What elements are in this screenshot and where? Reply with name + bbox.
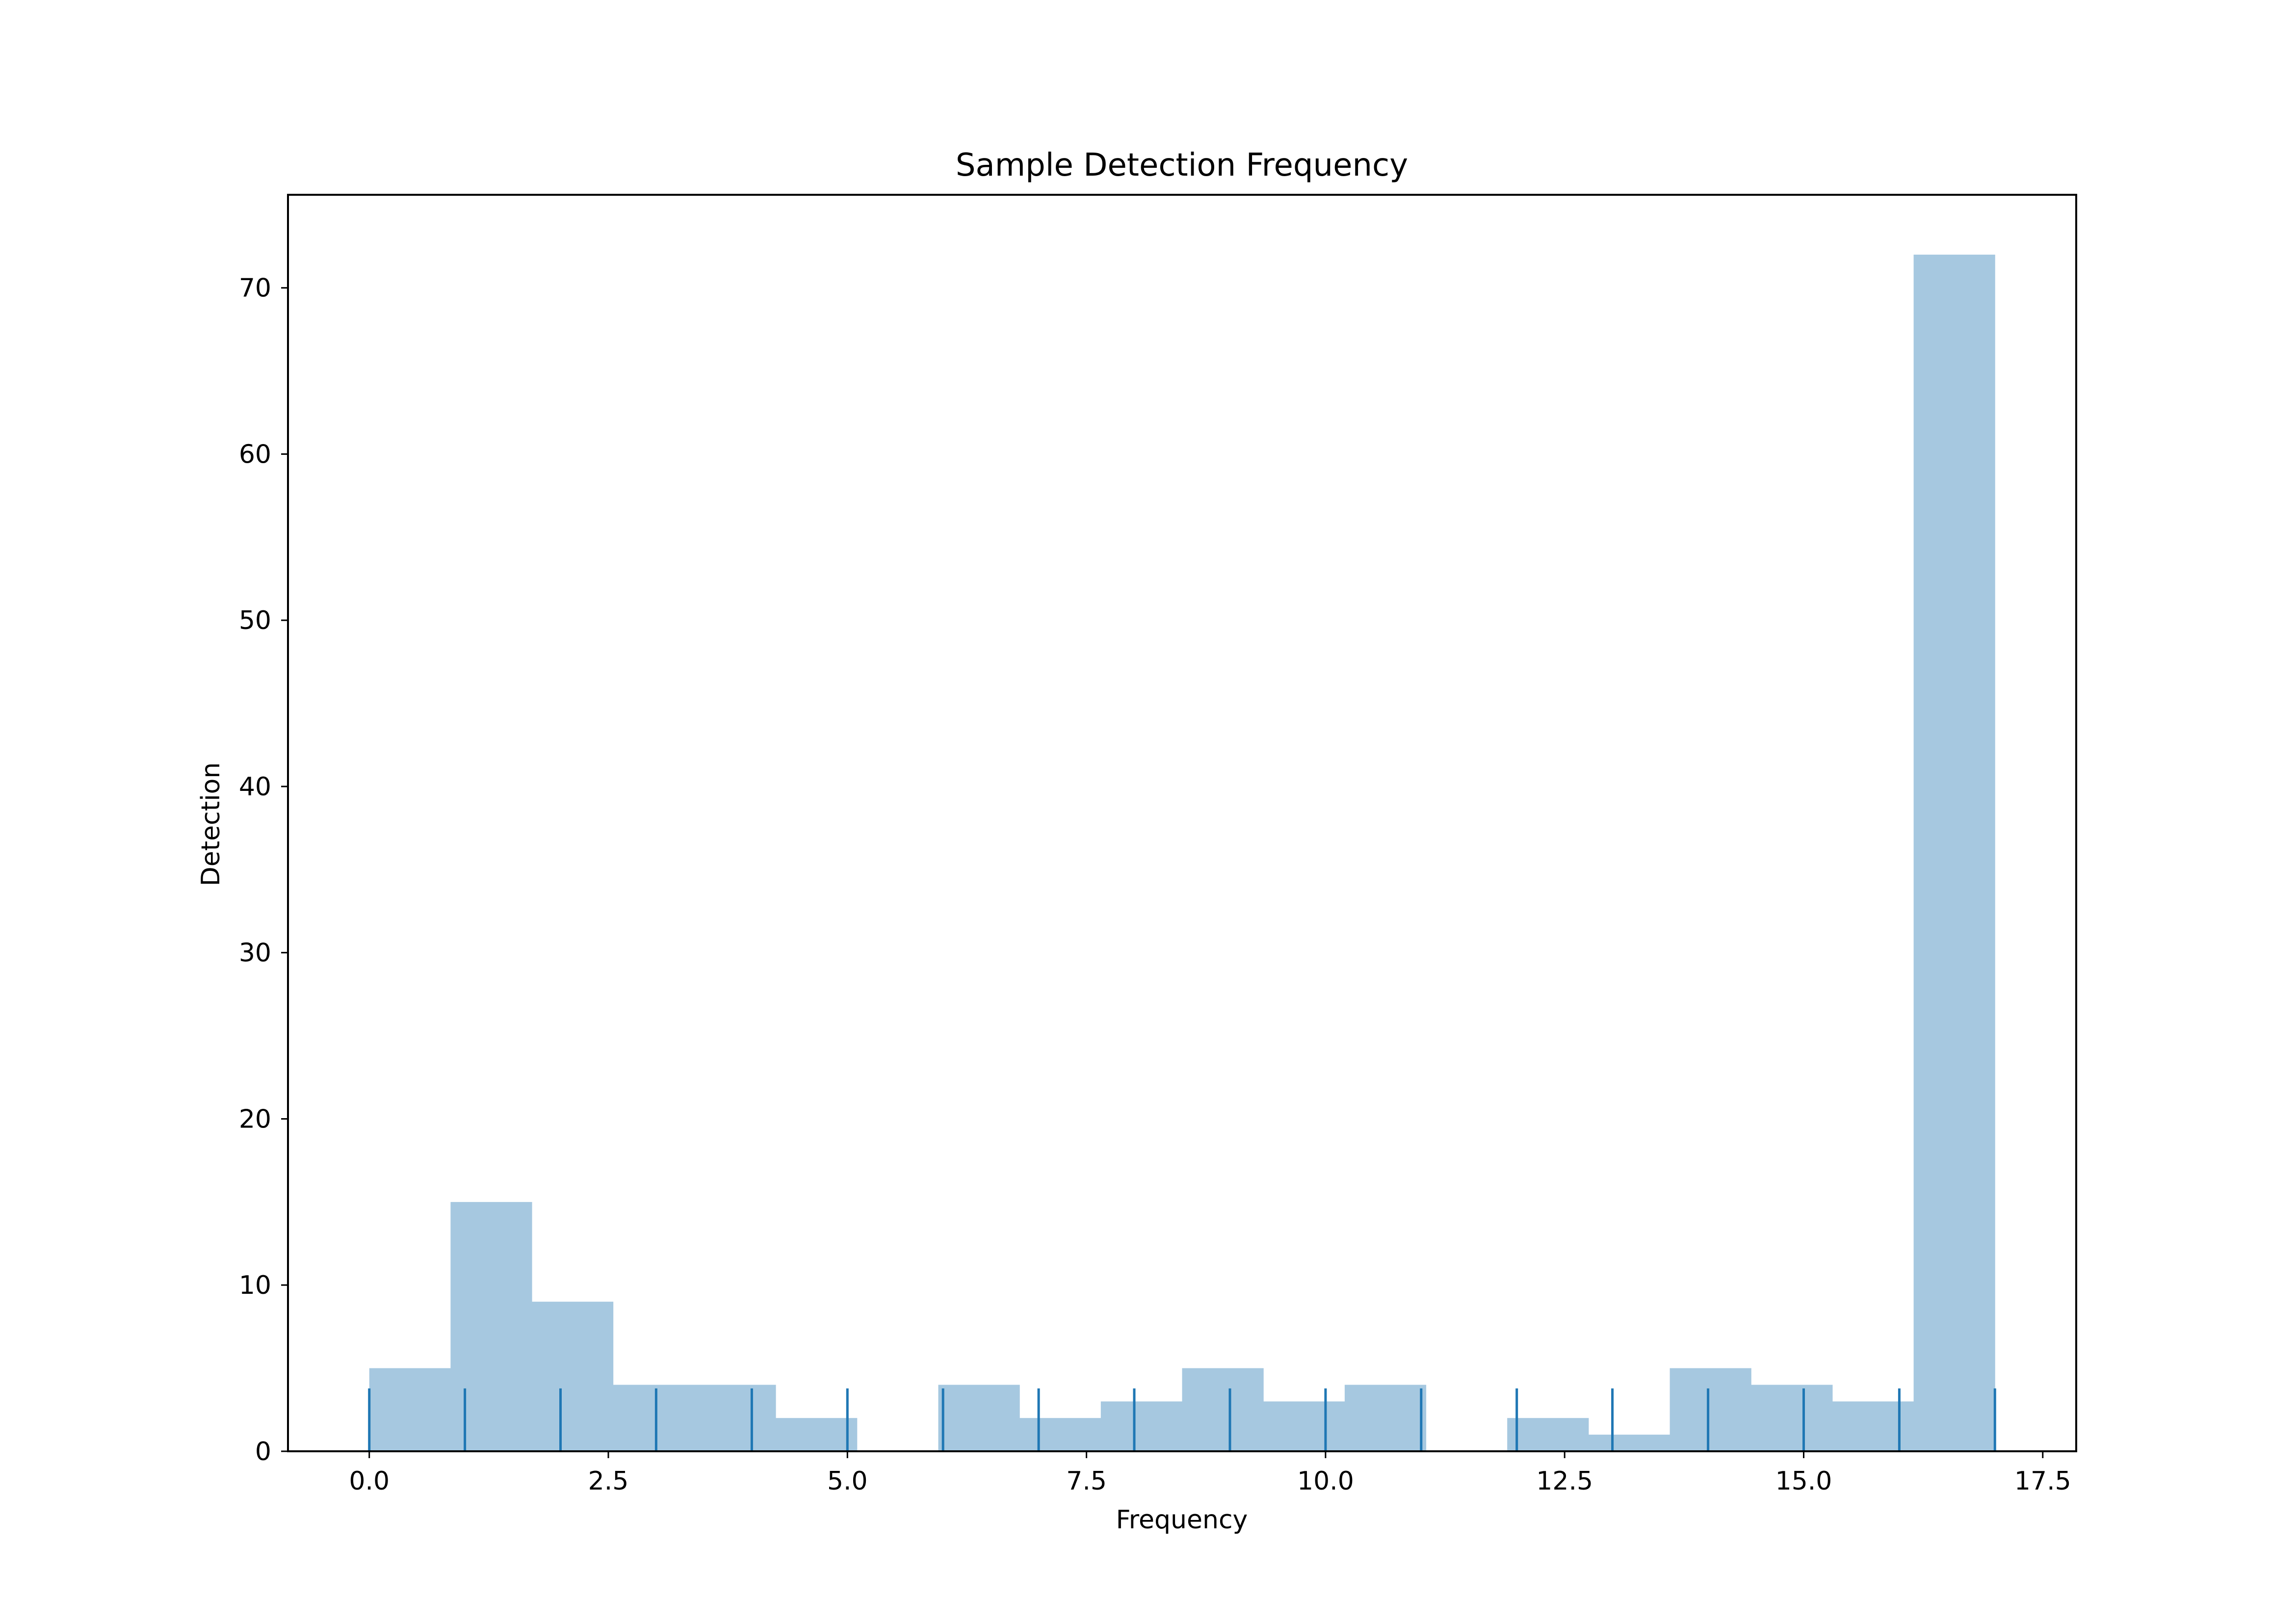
y-tick-label: 70	[239, 274, 271, 303]
histogram-bar	[1913, 255, 1995, 1451]
y-axis-ticks: 0 10 20 30 40 50 60 70	[239, 274, 288, 1466]
histogram-bar	[776, 1418, 858, 1451]
histogram-bar	[1344, 1385, 1427, 1451]
histogram-bar	[450, 1202, 532, 1451]
x-axis-label: Frequency	[1116, 1505, 1248, 1535]
histogram-bars	[369, 255, 1995, 1451]
y-tick-label: 10	[239, 1271, 271, 1300]
x-tick-label: 5.0	[827, 1466, 868, 1496]
x-tick-label: 10.0	[1297, 1466, 1354, 1496]
x-tick-label: 2.5	[588, 1466, 629, 1496]
histogram-bar	[1751, 1385, 1833, 1451]
chart-title: Sample Detection Frequency	[956, 147, 1408, 183]
x-axis-ticks: 0.0 2.5 5.0 7.5 10.0 12.5 15.0 17.5	[349, 1451, 2071, 1496]
x-tick-label: 7.5	[1066, 1466, 1107, 1496]
histogram-bar	[532, 1302, 614, 1451]
x-tick-label: 17.5	[2014, 1466, 2071, 1496]
histogram-bar	[369, 1368, 451, 1451]
rug-marks	[368, 1388, 1996, 1451]
histogram-bar	[613, 1385, 695, 1451]
histogram-bar	[1588, 1435, 1670, 1451]
histogram-bar	[1670, 1368, 1751, 1451]
x-tick-label: 15.0	[1775, 1466, 1832, 1496]
histogram-bar	[1182, 1368, 1264, 1451]
y-tick-label: 30	[239, 939, 271, 968]
histogram-bar	[694, 1385, 776, 1451]
y-tick-label: 40	[239, 772, 271, 802]
y-tick-label: 20	[239, 1105, 271, 1134]
y-tick-label: 0	[255, 1437, 271, 1466]
y-tick-label: 60	[239, 440, 271, 470]
y-tick-label: 50	[239, 606, 271, 635]
histogram-bar	[938, 1385, 1020, 1451]
plot-frame	[287, 194, 2077, 1452]
histogram-bar	[1019, 1418, 1101, 1451]
x-tick-label: 12.5	[1536, 1466, 1593, 1496]
histogram-bar	[1100, 1401, 1182, 1451]
y-axis-label: Detection	[196, 762, 226, 887]
histogram-bar	[1263, 1401, 1345, 1451]
histogram-bar	[1507, 1418, 1589, 1451]
histogram-bar	[1832, 1401, 1914, 1451]
x-tick-label: 0.0	[349, 1466, 390, 1496]
